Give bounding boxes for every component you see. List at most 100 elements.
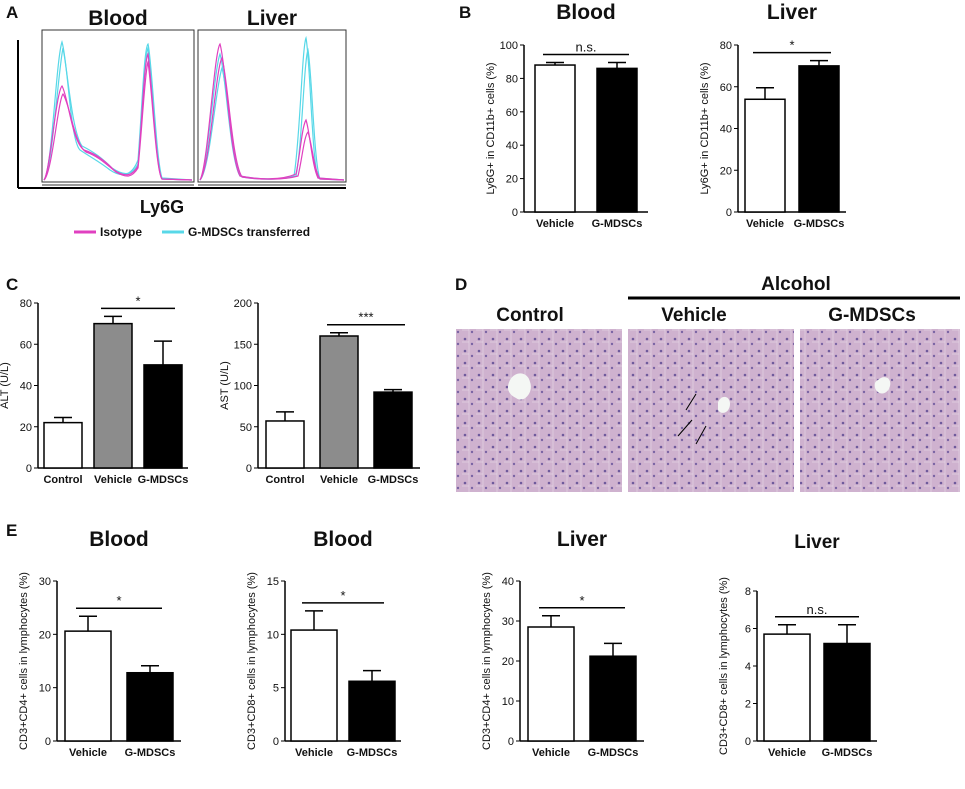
steatosis-arrows (677, 393, 707, 445)
bar-vehicle (763, 633, 811, 742)
y-tick-label: 0 (45, 736, 51, 748)
bar-control (265, 420, 305, 469)
bar-g-mdscs (373, 391, 413, 469)
panel-a-letter: A (6, 3, 18, 22)
category-label: G-MDSCs (592, 218, 643, 230)
y-axis-label: Ly6G+ in CD11b+ cells (%) (699, 62, 711, 194)
y-tick-label: 0 (726, 207, 732, 219)
panel-b-letter: B (459, 3, 471, 22)
bar-control (43, 421, 83, 469)
y-tick-label: 0 (246, 463, 252, 475)
y-tick-label: 15 (267, 576, 279, 588)
y-tick-label: 4 (745, 661, 751, 673)
histogram-liver-title: Liver (247, 7, 297, 30)
y-tick-label: 80 (720, 40, 732, 52)
histology-gmdsc-image (800, 329, 960, 492)
significance-label: * (116, 593, 121, 608)
histogram-xlabel: Ly6G (140, 197, 184, 217)
chart-c-alt: 0 20 40 60 80 ALT (U/L) Control Vehicle G-MDSCs * (0, 293, 188, 486)
category-label: Vehicle (69, 747, 107, 759)
category-label: G-MDSCs (822, 747, 873, 759)
y-tick-label: 10 (267, 629, 279, 641)
panel-c-letter: C (6, 275, 18, 294)
y-tick-label: 60 (720, 82, 732, 94)
chart-e-liver-cd4: Liver 0 10 20 30 40 CD3+CD4+ cells in lymphocy… (481, 528, 644, 759)
y-tick-label: 100 (234, 381, 252, 393)
histology-control-image (456, 329, 622, 492)
category-label: Vehicle (295, 747, 333, 759)
bar-g-mdscs (596, 67, 638, 213)
bar-vehicle (93, 322, 133, 469)
significance-label: * (135, 293, 140, 308)
category-label: Control (43, 474, 82, 486)
bar-vehicle (64, 630, 112, 742)
chart-title: Liver (794, 532, 840, 553)
y-tick-label: 80 (20, 298, 32, 310)
bar-vehicle (534, 64, 576, 213)
panel-e-letter: E (6, 521, 17, 540)
significance-label: *** (358, 310, 373, 325)
bar-vehicle (319, 335, 359, 469)
bar-g-mdscs (589, 655, 637, 742)
y-tick-label: 30 (502, 616, 514, 628)
chart-b-liver: Liver 0 20 40 60 80 Ly6G+ in CD11b+ cells (%) V… (699, 1, 846, 230)
chart-title: Liver (557, 528, 607, 551)
y-tick-label: 0 (273, 736, 279, 748)
category-label: G-MDSCs (794, 218, 845, 230)
bar-g-mdscs (126, 671, 174, 742)
y-tick-label: 30 (39, 576, 51, 588)
y-tick-label: 10 (502, 696, 514, 708)
bar-g-mdscs (348, 680, 396, 742)
y-tick-label: 0 (26, 463, 32, 475)
y-axis-label: CD3+CD4+ cells in lymphocytes (%) (18, 572, 30, 750)
category-label: G-MDSCs (588, 747, 639, 759)
y-axis-label: ALT (U/L) (0, 362, 11, 409)
y-axis-label: CD3+CD4+ cells in lymphocytes (%) (481, 572, 493, 750)
y-tick-label: 20 (506, 174, 518, 186)
y-axis-label: AST (U/L) (219, 361, 231, 410)
panel-d-letter: D (455, 275, 467, 294)
y-tick-label: 40 (720, 124, 732, 136)
y-axis-label: CD3+CD8+ cells in lymphocytes (%) (246, 572, 258, 750)
category-label: Vehicle (320, 474, 358, 486)
histology-vehicle-image (628, 329, 794, 492)
significance-label: * (789, 38, 794, 53)
y-tick-label: 20 (39, 629, 51, 641)
y-tick-label: 60 (20, 339, 32, 351)
category-label: Vehicle (94, 474, 132, 486)
category-label: G-MDSCs (125, 747, 176, 759)
bar-vehicle (744, 98, 786, 213)
bar-vehicle (290, 629, 338, 742)
significance-label: n.s. (807, 602, 828, 617)
y-axis-label: CD3+CD8+ cells in lymphocytes (%) (718, 577, 730, 755)
histogram-blood-title: Blood (88, 7, 147, 30)
y-tick-label: 6 (745, 624, 751, 636)
y-tick-label: 50 (240, 422, 252, 434)
y-tick-label: 150 (234, 339, 252, 351)
bar-vehicle (527, 626, 575, 742)
flow-histogram-blood: Blood (41, 7, 195, 186)
y-tick-label: 10 (39, 683, 51, 695)
category-label: G-MDSCs (347, 747, 398, 759)
bar-g-mdscs (823, 642, 871, 742)
y-tick-label: 200 (234, 298, 252, 310)
legend-isotype-label: Isotype (100, 225, 142, 239)
histology-gmdsc-title: G-MDSCs (828, 305, 916, 326)
y-tick-label: 0 (508, 736, 514, 748)
y-tick-label: 80 (506, 73, 518, 85)
y-tick-label: 40 (502, 576, 514, 588)
chart-title: Blood (313, 528, 372, 551)
chart-c-ast: 0 50 100 150 200 AST (U/L) Control Vehicle G-MDS… (219, 298, 420, 486)
alcohol-label: Alcohol (761, 274, 831, 295)
category-label: G-MDSCs (138, 474, 189, 486)
histogram-legend: Isotype G-MDSCs transferred (74, 225, 310, 239)
category-label: Vehicle (532, 747, 570, 759)
histology-control-title: Control (496, 305, 564, 326)
significance-label: * (340, 588, 345, 603)
y-tick-label: 20 (20, 422, 32, 434)
y-tick-label: 20 (502, 656, 514, 668)
y-axis-label: Ly6G+ in CD11b+ cells (%) (485, 62, 497, 194)
bar-g-mdscs (798, 65, 840, 213)
bar-g-mdscs (143, 364, 183, 469)
